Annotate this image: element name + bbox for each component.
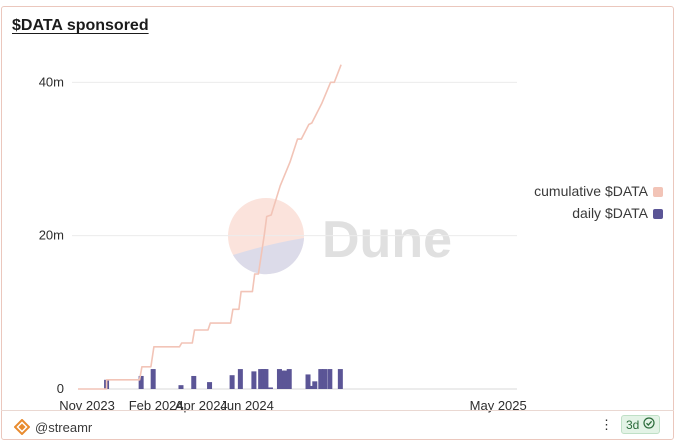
daily-bar [263,369,269,389]
x-tick-label: Feb 2024 [129,398,184,413]
daily-bar [282,370,288,389]
x-tick-label: Apr 2024 [175,398,228,413]
y-tick-label: 0 [57,381,64,396]
daily-bar [258,369,264,389]
daily-bar [191,375,197,389]
chart-title[interactable]: $DATA sponsored [12,17,149,34]
legend-swatch [653,187,663,197]
daily-bar [318,369,324,389]
daily-bar [229,375,235,389]
author-name: @streamr [35,419,93,435]
author-link[interactable]: @streamr [14,418,92,436]
daily-bar [279,370,285,389]
daily-bar [276,369,282,389]
more-options-icon[interactable]: ⋮ [600,417,614,432]
y-tick-label: 40m [39,74,64,89]
daily-bar [207,382,213,389]
freshness-badge[interactable]: 3d [621,415,661,434]
freshness-age: 3d [626,417,640,432]
daily-bar [150,369,156,389]
footer-divider [1,410,674,411]
daily-bar [308,385,314,389]
streamr-logo-icon [14,419,30,435]
daily-bar [322,369,328,389]
daily-bar [327,369,333,389]
x-tick-label: Nov 2023 [59,398,115,413]
y-tick-label: 20m [39,228,64,243]
x-tick-label: Jun 2024 [220,398,274,413]
cumulative-line [78,64,342,390]
daily-bar [286,369,292,389]
dune-watermark-text: Dune [322,211,452,269]
legend-swatch [653,209,663,219]
x-tick-label: May 2025 [470,398,527,413]
daily-bar [237,369,243,389]
daily-bar [312,381,318,389]
daily-bar [251,371,257,389]
daily-bar [178,385,184,389]
check-circle-icon [643,417,655,432]
chart-card [1,6,674,440]
daily-bar [138,375,144,389]
daily-bar [267,387,273,389]
legend-label: cumulative $DATA [534,183,649,199]
daily-bar [337,369,343,389]
daily-bar [305,374,311,389]
legend-label: daily $DATA [572,205,648,221]
dune-logo-wave [233,238,304,275]
